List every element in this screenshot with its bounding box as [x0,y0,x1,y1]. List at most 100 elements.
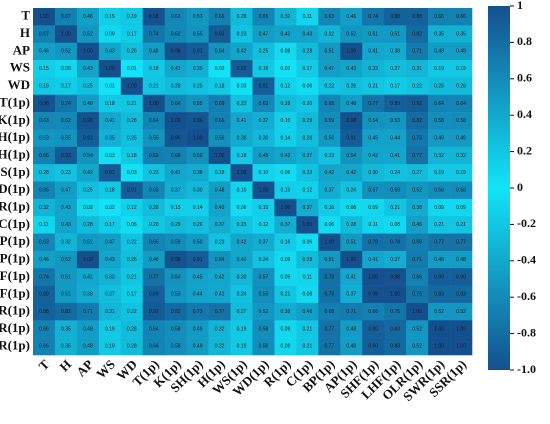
cell-label: 0.43 [61,205,71,211]
heatmap-cell [406,129,429,148]
cell-label: 0.98 [149,14,159,20]
heatmap-cell [208,216,231,234]
heatmap-cell [362,164,385,182]
heatmap-cell [33,285,56,304]
heatmap-cell [450,77,473,96]
cell-label: 0.19 [237,344,247,350]
heatmap-cell [428,268,451,286]
cell-label: 0.23 [303,170,313,176]
cell-label: 0.32 [39,205,49,211]
row-label: H [20,25,30,40]
heatmap-cell [208,164,231,182]
heatmap-cell [362,94,385,113]
heatmap-cell [252,146,275,165]
cell-label: 0.63 [39,118,49,124]
heatmap-cell [450,285,473,304]
heatmap-cell [318,302,341,321]
cell-label: 0.19 [456,66,466,72]
heatmap-cell [33,250,56,269]
heatmap-cell [208,146,231,165]
cell-label: 0.48 [456,257,466,263]
heatmap-cell [296,320,319,338]
cell-label: 0.56 [193,153,203,159]
cell-label: 0.91 [127,188,137,194]
heatmap-cell [406,25,429,43]
heatmap-cell [406,112,429,130]
heatmap-cell [33,25,56,43]
heatmap-cell [340,25,363,43]
heatmap-cell [274,129,297,148]
cell-label: 0.64 [149,344,159,350]
colorbar-tick-label: -0.8 [517,325,536,339]
cell-label: 0.42 [368,153,378,159]
heatmap-cell [296,198,319,217]
heatmap-cell [164,285,187,304]
cell-label: 0.06 [303,83,313,89]
cell-label: 0.51 [324,257,334,263]
cell-label: 0.08 [83,205,93,211]
heatmap-cell [230,181,253,200]
heatmap-cell [98,250,122,269]
cell-label: 0.10 [237,188,247,194]
heatmap-cell [230,233,253,252]
heatmap-cell [428,77,451,96]
cell-label: 0.55 [193,101,203,107]
cell-label: 0.37 [281,222,291,228]
heatmap-cell [76,181,100,200]
cell-label: 0.23 [149,170,159,176]
cell-label: 0.28 [39,170,49,176]
cell-label: 0.09 [434,205,444,211]
cell-label: 0.12 [281,83,291,89]
heatmap-cell [33,77,56,96]
cell-label: 0.91 [193,49,203,55]
heatmap-cell [54,216,78,234]
heatmap-cell [406,320,429,338]
cell-label: 0.54 [346,153,356,159]
cell-label: 0.41 [368,257,378,263]
heatmap-cell [428,198,451,217]
cell-label: 0.65 [149,240,159,246]
heatmap-cell [142,268,165,286]
cell-label: 0.06 [127,222,137,228]
cell-label: 0.15 [281,188,291,194]
cell-label: 0.37 [259,240,269,246]
cell-label: 0.53 [390,118,400,124]
heatmap-cell [230,94,253,113]
heatmap-cell [33,320,56,338]
heatmap-cell [186,181,209,200]
cell-label: 0.08 [281,257,291,263]
cell-label: 0.66 [39,153,49,159]
heatmap-cell [274,164,297,182]
cell-label: 0.10 [259,170,269,176]
cell-label: 1.00 [456,344,466,350]
heatmap-cell [384,146,407,165]
heatmap-cell [384,94,407,113]
heatmap-cell [186,268,209,286]
heatmap-cell [362,250,385,269]
heatmap-cell [252,337,275,356]
heatmap-cell [340,198,363,217]
cell-label: 0.35 [193,66,203,72]
heatmap-cell [142,250,165,269]
cell-label: 0.09 [61,66,71,72]
cell-label: 0.03 [105,153,115,159]
heatmap-cell [274,60,297,78]
heatmap-cell [120,42,144,61]
heatmap-cell [142,25,165,43]
cell-label: 0.09 [456,205,466,211]
cell-label: 1.00 [83,257,93,263]
cell-label: 0.48 [259,153,269,159]
colorbar-tick-label: 0.8 [517,34,532,48]
cell-label: 0.66 [412,274,422,280]
heatmap-cell [252,25,275,43]
cell-label: 0.68 [412,240,422,246]
cell-label: 0.41 [171,66,181,72]
heatmap-cell [54,233,78,252]
heatmap-cell [384,302,407,321]
heatmap-cell [54,146,78,165]
heatmap-cell [318,112,341,130]
column-label: WS [93,357,118,382]
heatmap-cell [362,25,385,43]
cell-label: 0.41 [171,170,181,176]
